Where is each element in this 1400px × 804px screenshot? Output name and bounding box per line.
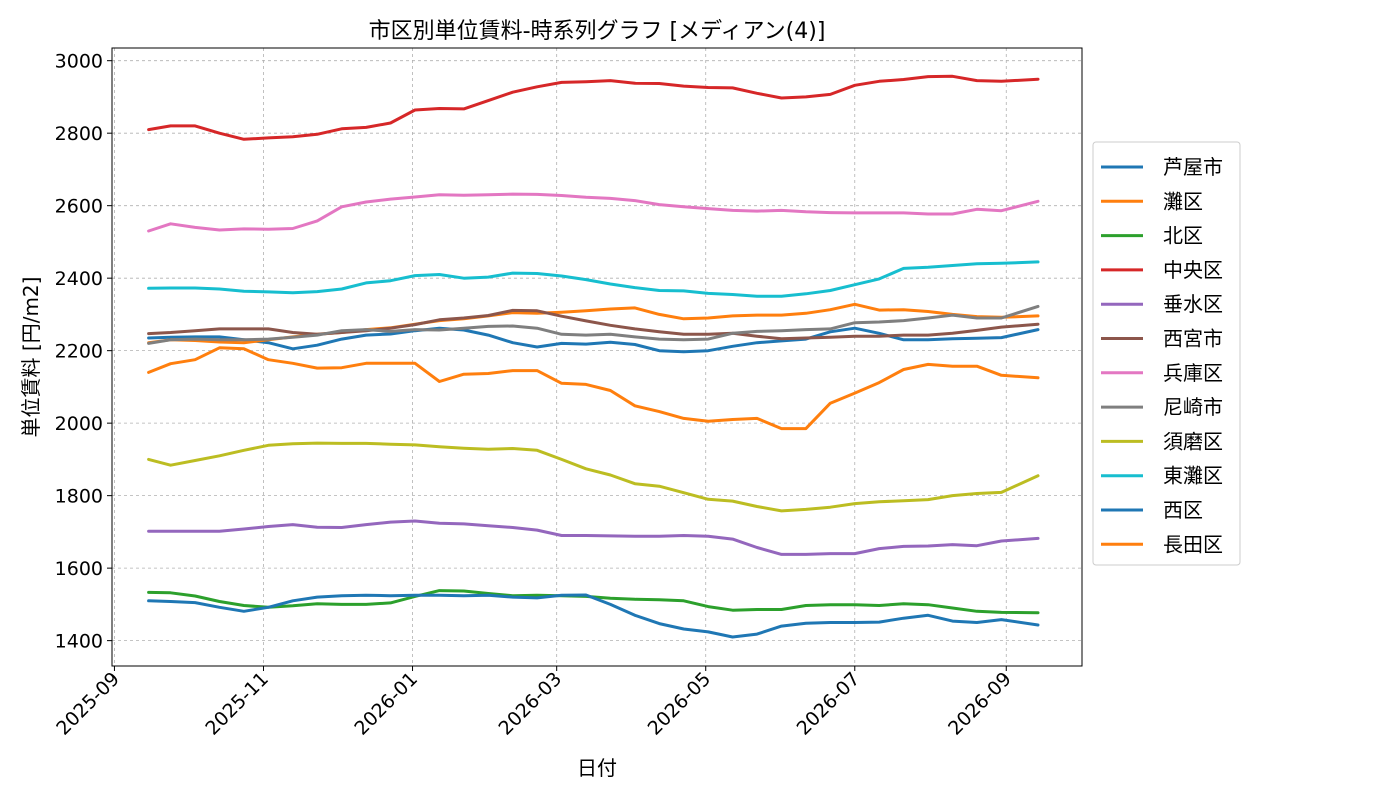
legend-label: 兵庫区 [1163,361,1223,385]
series-line-11 [147,593,1040,639]
y-tick-label: 2200 [55,341,103,363]
x-axis-label: 日付 [577,756,617,780]
y-tick-label: 1600 [55,558,103,580]
legend-label: 西区 [1163,498,1203,522]
y-tick-label: 1400 [55,631,103,653]
y-tick-label: 2600 [55,196,103,218]
x-tick-label: 2026-09 [944,668,1016,740]
series-line-12 [147,346,1040,431]
series-line-8 [147,304,1040,345]
x-tick-label: 2026-05 [644,668,716,740]
x-tick-label: 2026-07 [793,668,865,740]
x-tick-label: 2025-11 [201,668,273,740]
legend-label: 北区 [1163,224,1203,248]
y-tick-label: 2800 [55,123,103,145]
x-tick-label: 2026-03 [495,668,567,740]
legend-label: 垂水区 [1163,292,1223,316]
x-tick-label: 2025-09 [52,668,124,740]
y-tick-label: 1800 [55,486,103,508]
series-lines [147,74,1040,639]
legend-box [1092,141,1241,566]
y-axis-ticks: 1400 1600 1800 2000 2200 2400 2600 2800 3000 [55,51,112,653]
series-line-10 [147,260,1040,298]
legend-label: 須磨区 [1163,429,1223,453]
legend-label: 尼崎市 [1163,395,1223,419]
x-tick-label: 2026-01 [350,668,422,740]
y-tick-label: 3000 [55,51,103,73]
series-line-6 [147,308,1040,341]
legend-label: 西宮市 [1163,327,1223,351]
series-line-9 [147,441,1040,513]
grid [112,48,1082,666]
y-tick-label: 2400 [55,268,103,290]
series-line-5 [147,519,1040,556]
legend-label: 長田区 [1163,532,1223,556]
legend-label: 中央区 [1163,258,1223,282]
y-axis-label: 単位賃料 [円/m2] [19,277,43,438]
chart-title: 市区別単位賃料-時系列グラフ [メディアン(4)] [369,19,826,44]
series-line-7 [147,192,1040,233]
x-axis-ticks: 2025-09 2025-11 2026-01 2026-03 2026-05 2026-… [52,666,1016,740]
y-tick-label: 2000 [55,413,103,435]
series-line-1 [147,326,1040,354]
legend-label: 東灘区 [1163,464,1223,488]
series-line-3 [147,589,1040,615]
legend-label: 灘区 [1163,189,1203,213]
series-line-4 [147,74,1040,141]
plot-frame [111,47,1083,667]
legend-label: 芦屋市 [1163,155,1223,179]
